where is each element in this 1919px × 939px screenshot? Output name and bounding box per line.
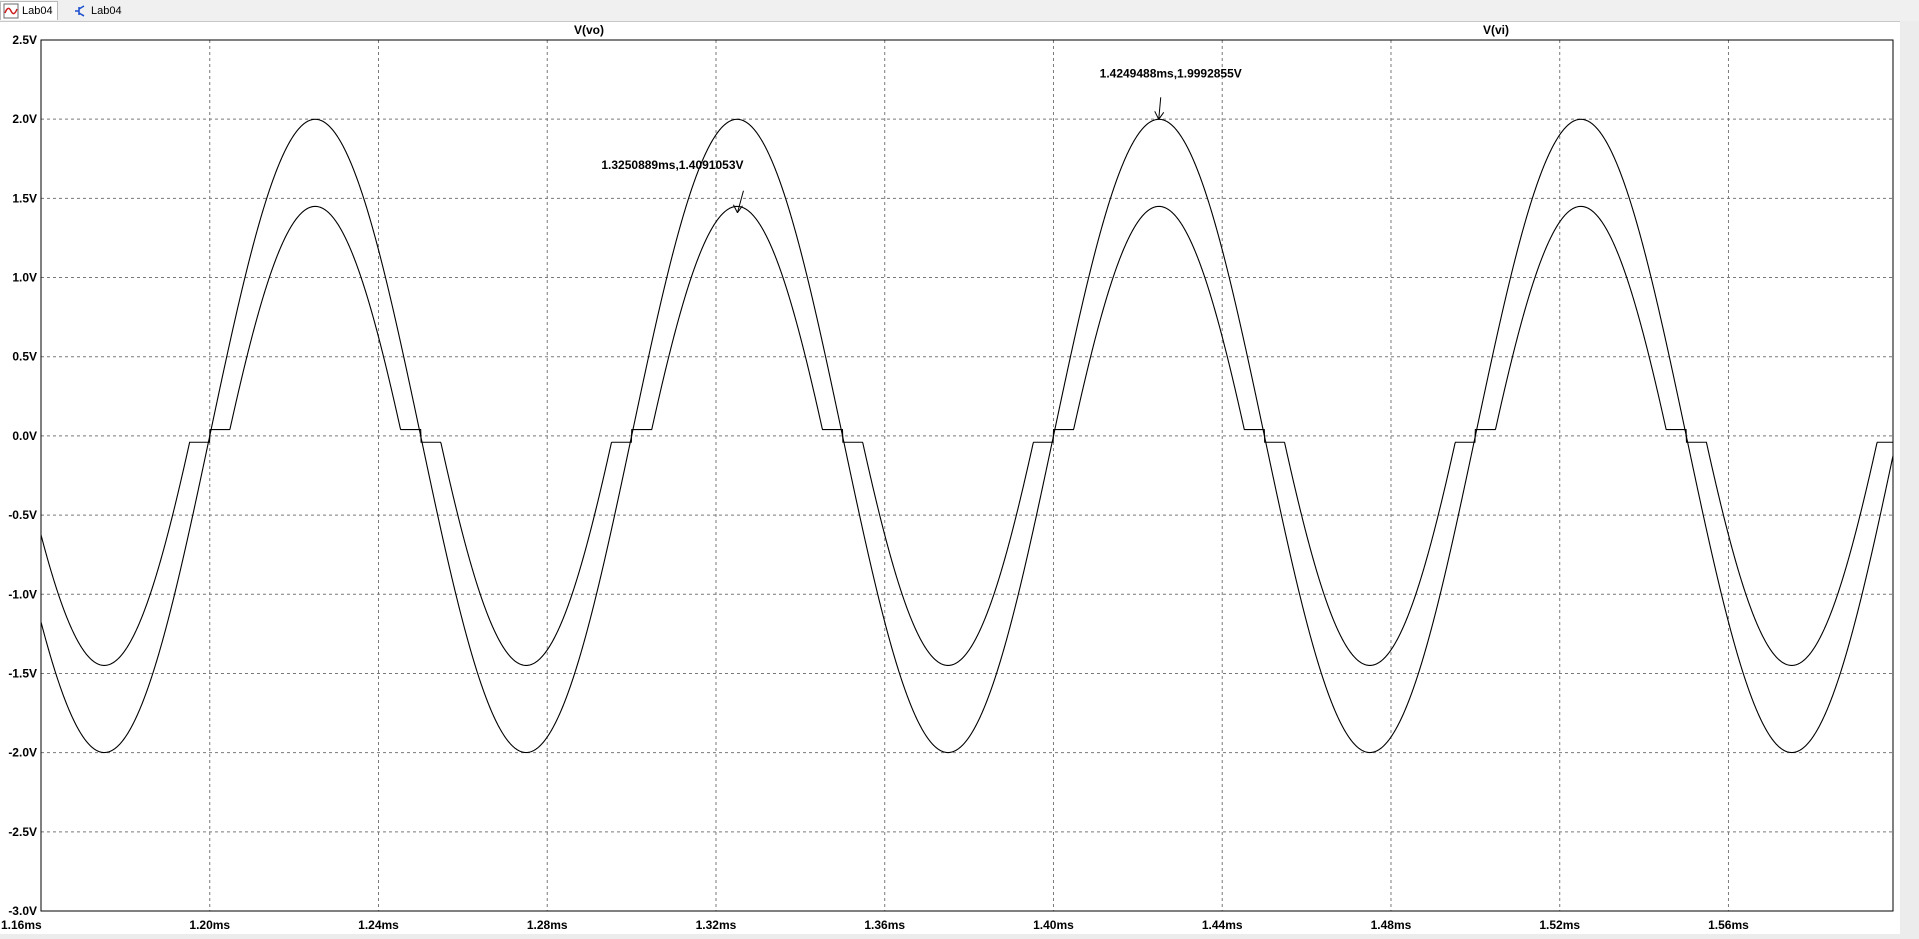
x-tick-label: 1.52ms bbox=[1539, 918, 1580, 932]
y-tick-label: -0.5V bbox=[8, 508, 37, 522]
annotation-arrow bbox=[736, 190, 744, 213]
x-tick-label: 1.24ms bbox=[358, 918, 399, 932]
y-tick-label: -1.5V bbox=[8, 666, 37, 680]
y-tick-label: -1.0V bbox=[8, 587, 37, 601]
x-tick-label: 1.44ms bbox=[1202, 918, 1243, 932]
plot-grid bbox=[41, 40, 1893, 911]
y-tick-label: 2.5V bbox=[12, 33, 37, 47]
tab-waveform-lab04[interactable]: Lab04 bbox=[0, 1, 58, 20]
annotation-arrow bbox=[1158, 97, 1162, 120]
y-tick-label: 0.5V bbox=[12, 350, 37, 364]
cursor-annotation-label[interactable]: 1.4249488ms,1.9992855V bbox=[1100, 66, 1242, 80]
x-axis-ticks: 1.16ms 1.20ms 1.24ms 1.28ms 1.32ms 1.36ms 1.40… bbox=[1, 918, 1749, 932]
waveform-plot[interactable]: 2.5V 2.0V 1.5V 1.0V 0.5V 0.0V -0.5V -1.0V -1.5V -… bbox=[0, 21, 1900, 934]
trace-vo[interactable] bbox=[40, 205, 1893, 666]
trace-vi[interactable] bbox=[40, 118, 1894, 754]
x-tick-label: 1.16ms bbox=[1, 918, 42, 932]
right-margin bbox=[1900, 21, 1919, 939]
x-tick-label: 1.56ms bbox=[1708, 918, 1749, 932]
x-tick-label: 1.20ms bbox=[189, 918, 230, 932]
trace-label-vo[interactable]: V(vo) bbox=[574, 23, 604, 37]
bottom-margin bbox=[0, 934, 1919, 939]
annotation-arrowhead bbox=[1154, 111, 1165, 120]
y-tick-label: 1.0V bbox=[12, 271, 37, 285]
y-tick-label: -2.0V bbox=[8, 746, 37, 760]
x-tick-label: 1.48ms bbox=[1371, 918, 1412, 932]
trace-layer bbox=[40, 118, 1894, 754]
cursor-annotation-label[interactable]: 1.3250889ms,1.4091053V bbox=[601, 158, 743, 172]
tab-schematic-lab04[interactable]: Lab04 bbox=[70, 1, 132, 20]
waveform-viewer-icon bbox=[3, 3, 19, 19]
x-tick-label: 1.40ms bbox=[1033, 918, 1074, 932]
y-tick-label: -3.0V bbox=[8, 904, 37, 918]
tab-label: Lab04 bbox=[22, 5, 53, 17]
x-tick-label: 1.32ms bbox=[696, 918, 737, 932]
plot-frame bbox=[40, 39, 1894, 912]
y-tick-label: 0.0V bbox=[12, 429, 37, 443]
document-tab-bar: Lab04 Lab04 bbox=[0, 0, 1919, 22]
cursor-annotations: 1.3250889ms,1.4091053V 1.4249488ms,1.9992… bbox=[601, 66, 1242, 214]
x-tick-label: 1.36ms bbox=[864, 918, 905, 932]
x-tick-label: 1.28ms bbox=[527, 918, 568, 932]
y-tick-label: 1.5V bbox=[12, 191, 37, 205]
trace-label-vi[interactable]: V(vi) bbox=[1483, 23, 1509, 37]
y-tick-label: 2.0V bbox=[12, 112, 37, 126]
y-tick-label: -2.5V bbox=[8, 825, 37, 839]
tab-label: Lab04 bbox=[91, 4, 122, 17]
annotation-arrowhead bbox=[733, 204, 743, 214]
schematic-icon bbox=[72, 3, 88, 19]
y-axis-ticks: 2.5V 2.0V 1.5V 1.0V 0.5V 0.0V -0.5V -1.0V -1.5V -… bbox=[8, 33, 37, 918]
